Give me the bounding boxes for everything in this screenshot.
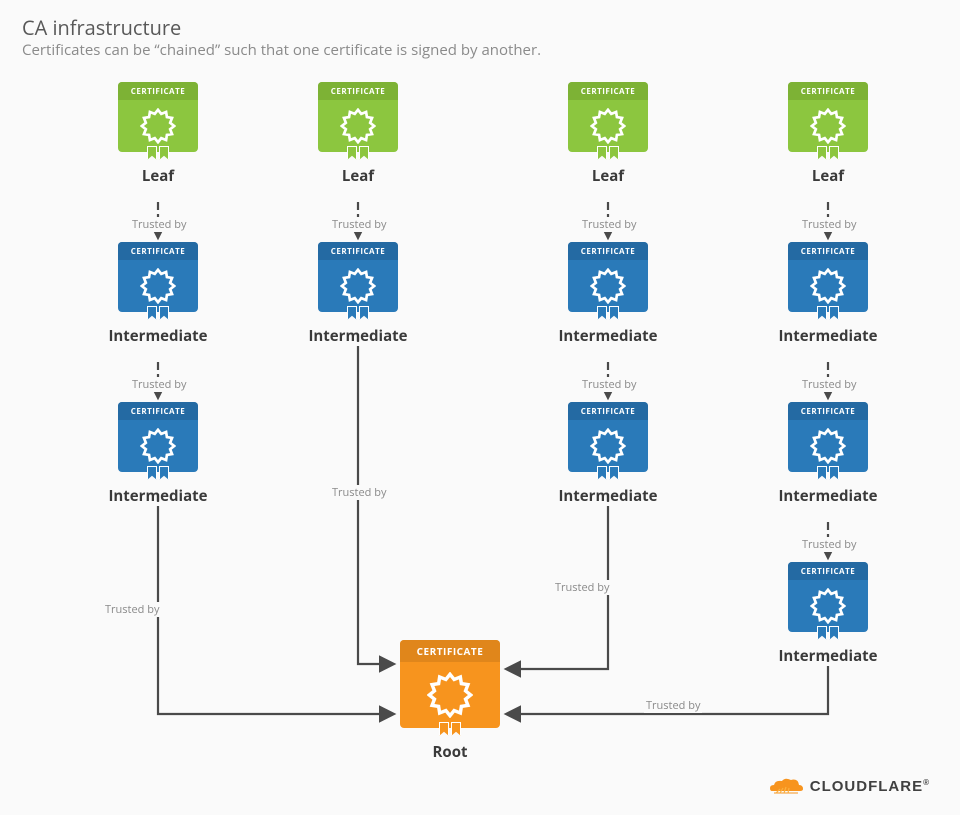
edge-label: Trusted by (580, 217, 638, 232)
edge-label: Trusted by (580, 377, 638, 392)
intermediate-certificate: CERTIFICATE (788, 562, 868, 632)
edge-label: Trusted by (130, 377, 188, 392)
leaf-certificate: CERTIFICATE (568, 82, 648, 152)
seal-icon (810, 268, 846, 304)
ribbon-icon (817, 466, 839, 480)
edge-label: Trusted by (130, 217, 188, 232)
certificate-badge: CERTIFICATE (788, 402, 868, 420)
ribbon-icon (597, 466, 619, 480)
ribbon-icon (347, 146, 369, 160)
seal-icon (140, 108, 176, 144)
certificate-badge: CERTIFICATE (318, 82, 398, 100)
seal-icon (810, 588, 846, 624)
seal-icon (140, 428, 176, 464)
certificate-badge: CERTIFICATE (568, 82, 648, 100)
intermediate-certificate: CERTIFICATE (118, 242, 198, 312)
cert-label: Leaf (298, 166, 418, 186)
seal-icon (140, 268, 176, 304)
certificate-badge: CERTIFICATE (568, 242, 648, 260)
leaf-certificate: CERTIFICATE (118, 82, 198, 152)
diagram-canvas: CA infrastructure Certificates can be “c… (0, 0, 960, 815)
intermediate-certificate: CERTIFICATE (118, 402, 198, 472)
edge-label: Trusted by (644, 698, 702, 713)
page-subtitle: Certificates can be “chained” such that … (22, 40, 541, 60)
cert-label: Intermediate (98, 326, 218, 346)
cert-label: Leaf (548, 166, 668, 186)
intermediate-certificate: CERTIFICATE (788, 402, 868, 472)
certificate-badge: CERTIFICATE (568, 402, 648, 420)
edge-label: Trusted by (330, 485, 388, 500)
leaf-certificate: CERTIFICATE (788, 82, 868, 152)
seal-icon (340, 268, 376, 304)
cert-label: Intermediate (768, 326, 888, 346)
cert-label: Leaf (98, 166, 218, 186)
cert-label: Intermediate (768, 646, 888, 666)
cert-label: Root (400, 742, 500, 762)
ribbon-icon (347, 306, 369, 320)
ribbon-icon (147, 146, 169, 160)
seal-icon (810, 108, 846, 144)
edge-label: Trusted by (103, 602, 161, 617)
certificate-badge: CERTIFICATE (788, 242, 868, 260)
leaf-certificate: CERTIFICATE (318, 82, 398, 152)
cloudflare-logo: CLOUDFLARE® (768, 775, 930, 797)
intermediate-certificate: CERTIFICATE (568, 402, 648, 472)
seal-icon (590, 428, 626, 464)
cert-label: Intermediate (98, 486, 218, 506)
logo-text: CLOUDFLARE® (810, 778, 930, 795)
seal-icon (810, 428, 846, 464)
certificate-badge: CERTIFICATE (400, 640, 500, 662)
ribbon-icon (597, 146, 619, 160)
edge-label: Trusted by (800, 217, 858, 232)
certificate-badge: CERTIFICATE (118, 242, 198, 260)
edge-label: Trusted by (330, 217, 388, 232)
ribbon-icon (439, 722, 461, 736)
ribbon-icon (817, 146, 839, 160)
cert-label: Intermediate (548, 486, 668, 506)
edge-label: Trusted by (800, 377, 858, 392)
ribbon-icon (147, 306, 169, 320)
certificate-badge: CERTIFICATE (118, 82, 198, 100)
certificate-badge: CERTIFICATE (318, 242, 398, 260)
intermediate-certificate: CERTIFICATE (788, 242, 868, 312)
page-title: CA infrastructure (22, 14, 181, 41)
seal-icon (590, 108, 626, 144)
ribbon-icon (147, 466, 169, 480)
edge-label: Trusted by (800, 537, 858, 552)
cert-label: Intermediate (548, 326, 668, 346)
root-certificate: CERTIFICATE (400, 640, 500, 728)
intermediate-certificate: CERTIFICATE (568, 242, 648, 312)
certificate-badge: CERTIFICATE (118, 402, 198, 420)
seal-icon (427, 672, 473, 718)
certificate-badge: CERTIFICATE (788, 82, 868, 100)
certificate-badge: CERTIFICATE (788, 562, 868, 580)
cert-label: Leaf (768, 166, 888, 186)
seal-icon (590, 268, 626, 304)
ribbon-icon (817, 626, 839, 640)
seal-icon (340, 108, 376, 144)
intermediate-certificate: CERTIFICATE (318, 242, 398, 312)
cert-label: Intermediate (298, 326, 418, 346)
ribbon-icon (817, 306, 839, 320)
ribbon-icon (597, 306, 619, 320)
edge-label: Trusted by (553, 580, 611, 595)
cert-label: Intermediate (768, 486, 888, 506)
